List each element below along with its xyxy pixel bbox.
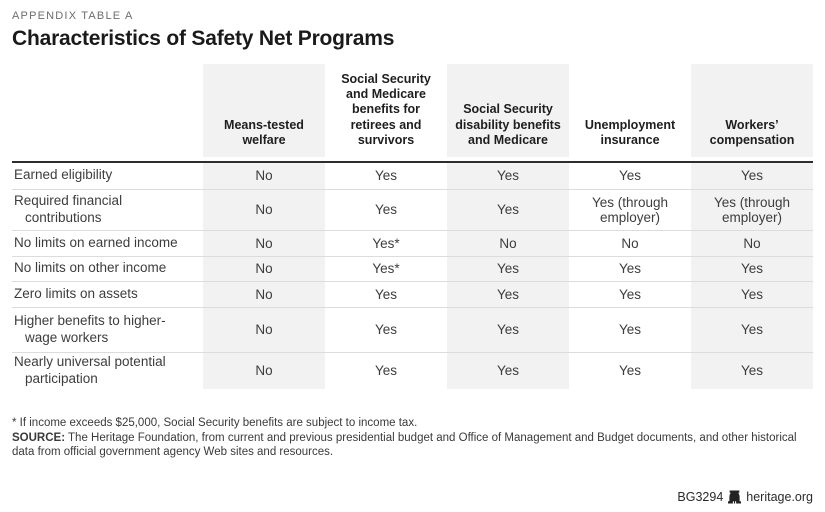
cell-value: Yes [691,281,813,308]
column-header: Unemployment insurance [584,117,676,147]
column-header: Social Security disability benefits and … [447,64,569,162]
table-header-row: Means-tested welfare Social Security and … [12,64,813,163]
cell-value: No [203,230,325,257]
row-label: No limits on other income [12,256,203,282]
cell-value: Yes [691,162,813,190]
table-row: No limits on earned income No Yes* No No No [12,230,813,257]
report-id: BG3294 [677,490,724,504]
cell-value: No [203,256,325,282]
table-row: Required financial contributions No Yes Yes… [12,189,813,231]
site-text: heritage.org [746,490,813,504]
safety-net-table: Means-tested welfare Social Security and … [12,64,813,390]
footnote-source: SOURCE: The Heritage Foundation, from cu… [12,431,813,459]
table-row: Earned eligibility No Yes Yes Yes Yes [12,162,813,190]
cell-value: No [203,352,325,390]
cell-value: Yes [691,352,813,390]
table-row: Higher benefits to higher-wage workers No… [12,307,813,353]
row-label: Higher benefits to higher-wage workers [12,307,203,353]
cell-value: No [569,230,691,257]
cell-value: Yes [447,162,569,190]
cell-value: Yes [569,307,691,353]
figure-footer: BG3294 heritage.org [677,490,813,504]
cell-value: Yes [447,281,569,308]
column-header: Means-tested welfare [203,64,325,162]
cell-value: Yes [447,352,569,390]
column-header: Workers’ compensation [691,64,813,162]
cell-value: Yes [447,307,569,353]
row-label: No limits on earned income [12,230,203,257]
table-row: No limits on other income No Yes* Yes Yes Yes [12,256,813,282]
cell-value: Yes [569,256,691,282]
cell-value: Yes [569,281,691,308]
cell-value: Yes* [325,230,447,257]
source-label: SOURCE: [12,432,66,445]
footnote-asterisk: * If income exceeds $25,000, Social Secu… [12,417,418,430]
column-header: Social Security and Medicare benefits fo… [341,71,431,147]
kicker: APPENDIX TABLE A [12,10,134,22]
cell-value: Yes [447,256,569,282]
cell-value: Yes [691,256,813,282]
cell-value: No [447,230,569,257]
row-label: Zero limits on assets [12,281,203,308]
row-label: Required financial contributions [12,189,203,231]
cell-value: Yes (through employer) [691,189,813,231]
cell-value: Yes [325,162,447,190]
row-label: Nearly universal potential participation [14,354,166,386]
cell-value: No [691,230,813,257]
cell-value: No [203,162,325,190]
cell-value: Yes [618,363,642,379]
cell-value: Yes [569,162,691,190]
cell-value: Yes [325,281,447,308]
row-label: Earned eligibility [12,162,203,190]
cell-value: Yes* [325,256,447,282]
footnotes: * If income exceeds $25,000, Social Secu… [12,416,813,459]
cell-value: Yes [325,307,447,353]
cell-value: Yes [374,363,398,379]
table-row: Zero limits on assets No Yes Yes Yes Yes [12,281,813,308]
cell-value: Yes [325,189,447,231]
table-row: Nearly universal potential participation… [12,352,813,390]
page-title: Characteristics of Safety Net Programs [12,27,395,50]
source-text: The Heritage Foundation, from current an… [12,432,797,459]
cell-value: Yes (through employer) [569,189,691,231]
cell-value: Yes [691,307,813,353]
heritage-bell-icon [728,490,742,504]
cell-value: No [203,307,325,353]
cell-value: Yes [447,189,569,231]
cell-value: No [203,281,325,308]
cell-value: No [203,189,325,231]
corner-cell [12,64,203,162]
